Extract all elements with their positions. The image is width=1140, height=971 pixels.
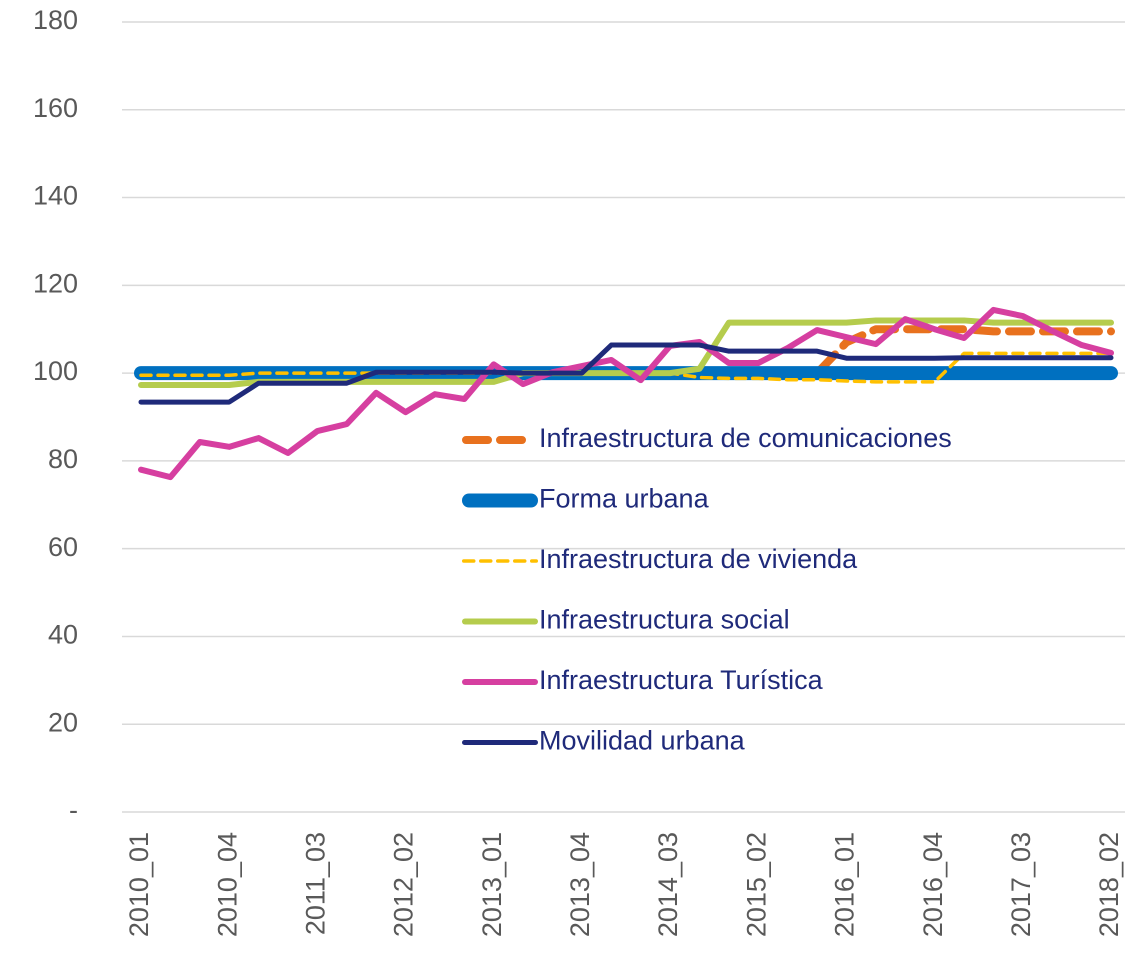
y-tick-label: - bbox=[69, 795, 78, 825]
y-tick-label: 80 bbox=[48, 444, 78, 474]
x-tick-label: 2018_02 bbox=[1094, 832, 1124, 937]
x-tick-label: 2011_03 bbox=[300, 832, 330, 935]
y-tick-label: 40 bbox=[48, 620, 78, 650]
x-tick-label: 2012_02 bbox=[389, 832, 419, 937]
y-tick-label: 160 bbox=[33, 93, 78, 123]
series-line bbox=[138, 342, 1114, 405]
x-tick-label: 2016_04 bbox=[918, 832, 948, 937]
x-tick-label: 2010_01 bbox=[124, 832, 154, 937]
y-tick-label: 180 bbox=[33, 5, 78, 35]
x-tick-label: 2010_04 bbox=[212, 832, 242, 937]
y-tick-label: 100 bbox=[33, 356, 78, 386]
x-tick-label: 2013_01 bbox=[477, 832, 507, 937]
legend-label: Infraestructura de comunicaciones bbox=[539, 423, 952, 453]
y-tick-label: 120 bbox=[33, 268, 78, 298]
y-tick-label: 140 bbox=[33, 181, 78, 211]
x-tick-label: 2014_03 bbox=[653, 832, 683, 937]
legend-label: Infraestructura de vivienda bbox=[539, 544, 858, 574]
legend-label: Infraestructura Turística bbox=[539, 665, 824, 695]
legend-label: Forma urbana bbox=[539, 484, 710, 514]
y-tick-label: 20 bbox=[48, 707, 78, 737]
series-line bbox=[138, 306, 1114, 481]
x-tick-label: 2016_01 bbox=[830, 832, 860, 937]
x-tick-label: 2013_04 bbox=[565, 832, 595, 937]
y-tick-label: 60 bbox=[48, 532, 78, 562]
x-tick-label: 2017_03 bbox=[1006, 832, 1036, 937]
legend-label: Infraestructura social bbox=[539, 605, 790, 635]
legend-label: Movilidad urbana bbox=[539, 726, 746, 756]
x-tick-label: 2015_02 bbox=[741, 832, 771, 937]
